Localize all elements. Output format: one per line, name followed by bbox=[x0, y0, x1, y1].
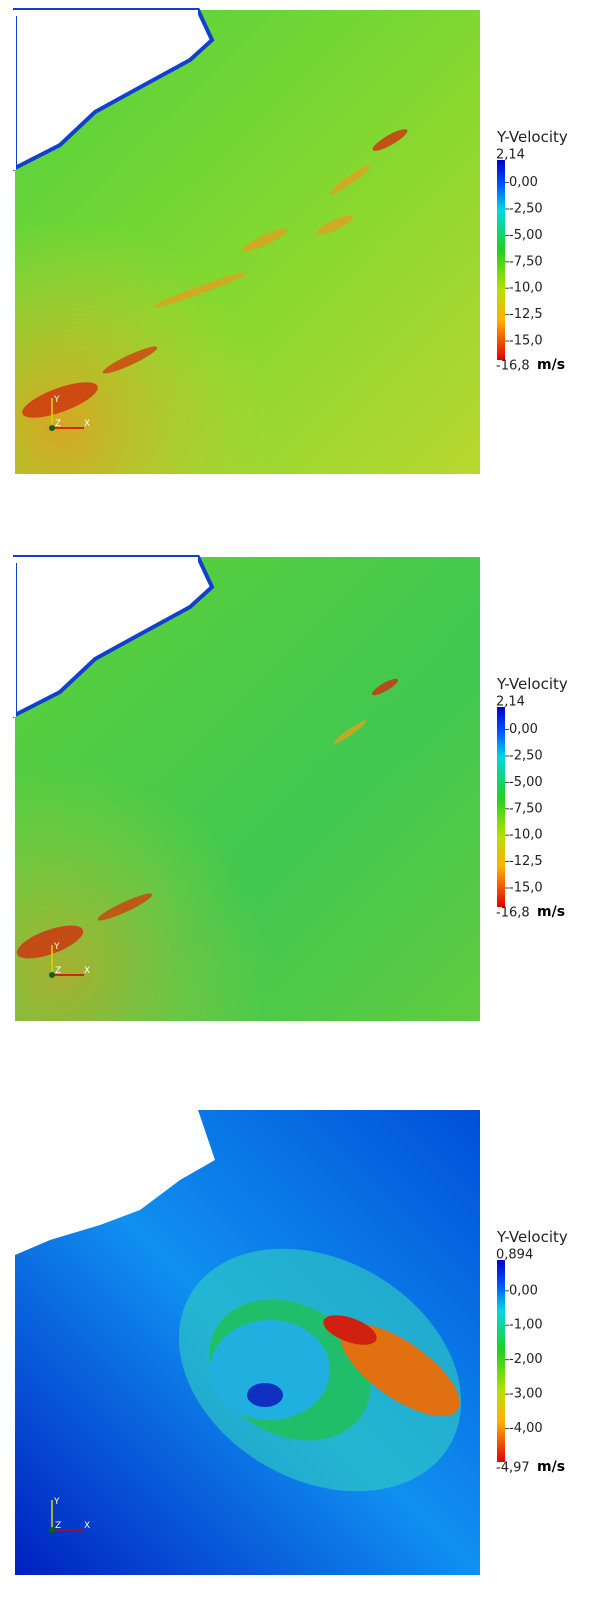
colorbar-tick-label: -7,50 bbox=[509, 801, 543, 816]
colorbar-tick-label: -16,8 bbox=[496, 359, 530, 374]
triad-origin bbox=[49, 972, 55, 978]
colorbar-tick-label: -12,5 bbox=[509, 854, 543, 869]
colorbar-unit: m/s bbox=[537, 357, 565, 373]
colorbar-title: Y-Velocity bbox=[496, 128, 568, 146]
colorbar-tick-label: -4,97 bbox=[496, 1461, 530, 1476]
colorbar-title: Y-Velocity bbox=[496, 1228, 568, 1246]
colorbar-tick-label: -3,00 bbox=[509, 1387, 543, 1402]
colorbar-tick-label: -5,00 bbox=[509, 228, 543, 243]
panel: c) YZXY-Velocity0,8940,00-1,00-2,00-3,00… bbox=[15, 1110, 568, 1575]
panel: b) YZXY-Velocity2,140,00-2,50-5,00-7,50-… bbox=[10, 555, 568, 1021]
triad-label: Y bbox=[53, 1497, 60, 1507]
colorbar-tick-label: -2,50 bbox=[509, 748, 543, 763]
colorbar-tick-label: -10,0 bbox=[509, 828, 543, 843]
triad-origin bbox=[49, 1527, 55, 1533]
colorbar-tick-label: -12,5 bbox=[509, 307, 543, 322]
hot-region bbox=[340, 1323, 460, 1417]
colorbar-tick-label: -16,8 bbox=[496, 906, 530, 921]
streaks bbox=[16, 678, 399, 959]
colorbar-unit: m/s bbox=[537, 1459, 565, 1475]
colorbar-unit: m/s bbox=[537, 904, 565, 920]
triad-label: X bbox=[84, 966, 90, 976]
coastline bbox=[13, 555, 215, 719]
hot-core bbox=[323, 1315, 377, 1345]
colorbar-tick-label: -5,00 bbox=[509, 775, 543, 790]
colorbar-tick-label: 0,894 bbox=[496, 1248, 533, 1263]
colorbar-tick-label: 0,00 bbox=[509, 1283, 538, 1298]
colorbar bbox=[497, 160, 505, 360]
triad-label: Z bbox=[55, 1521, 61, 1531]
colorbar bbox=[497, 1260, 505, 1462]
colorbar-tick-label: -2,00 bbox=[509, 1352, 543, 1367]
colorbar-tick-label: -4,00 bbox=[509, 1421, 543, 1436]
colorbar-tick-label: -1,00 bbox=[509, 1318, 543, 1333]
coastline bbox=[15, 1110, 215, 1255]
triad-label: Y bbox=[53, 395, 60, 405]
colorbar-tick-label: 0,00 bbox=[509, 175, 538, 190]
colorbar-tick-label: -15,0 bbox=[509, 880, 543, 895]
triad-origin bbox=[49, 425, 55, 431]
triad-label: Z bbox=[55, 966, 61, 976]
colorbar-tick-label: -2,50 bbox=[509, 201, 543, 216]
colorbar-tick-label: -7,50 bbox=[509, 254, 543, 269]
panel: a) YZXY-Velocity2,140,00-2,50-5,00-7,50-… bbox=[10, 8, 568, 474]
colorbar-tick-label: 2,14 bbox=[496, 148, 525, 163]
eye bbox=[210, 1320, 330, 1420]
colorbar-tick-label: 2,14 bbox=[496, 695, 525, 710]
triad-label: Z bbox=[55, 419, 61, 429]
triad-label: Y bbox=[53, 942, 60, 952]
coastline bbox=[13, 8, 215, 172]
colorbar-tick-label: 0,00 bbox=[509, 722, 538, 737]
colorbar-tick-label: -10,0 bbox=[509, 281, 543, 296]
triad-label: X bbox=[84, 1521, 90, 1531]
streaks bbox=[22, 129, 408, 418]
colorbar bbox=[497, 707, 505, 907]
colorbar-title: Y-Velocity bbox=[496, 675, 568, 693]
colorbar-tick-label: -15,0 bbox=[509, 333, 543, 348]
eye-core bbox=[247, 1383, 283, 1407]
triad-label: X bbox=[84, 419, 90, 429]
